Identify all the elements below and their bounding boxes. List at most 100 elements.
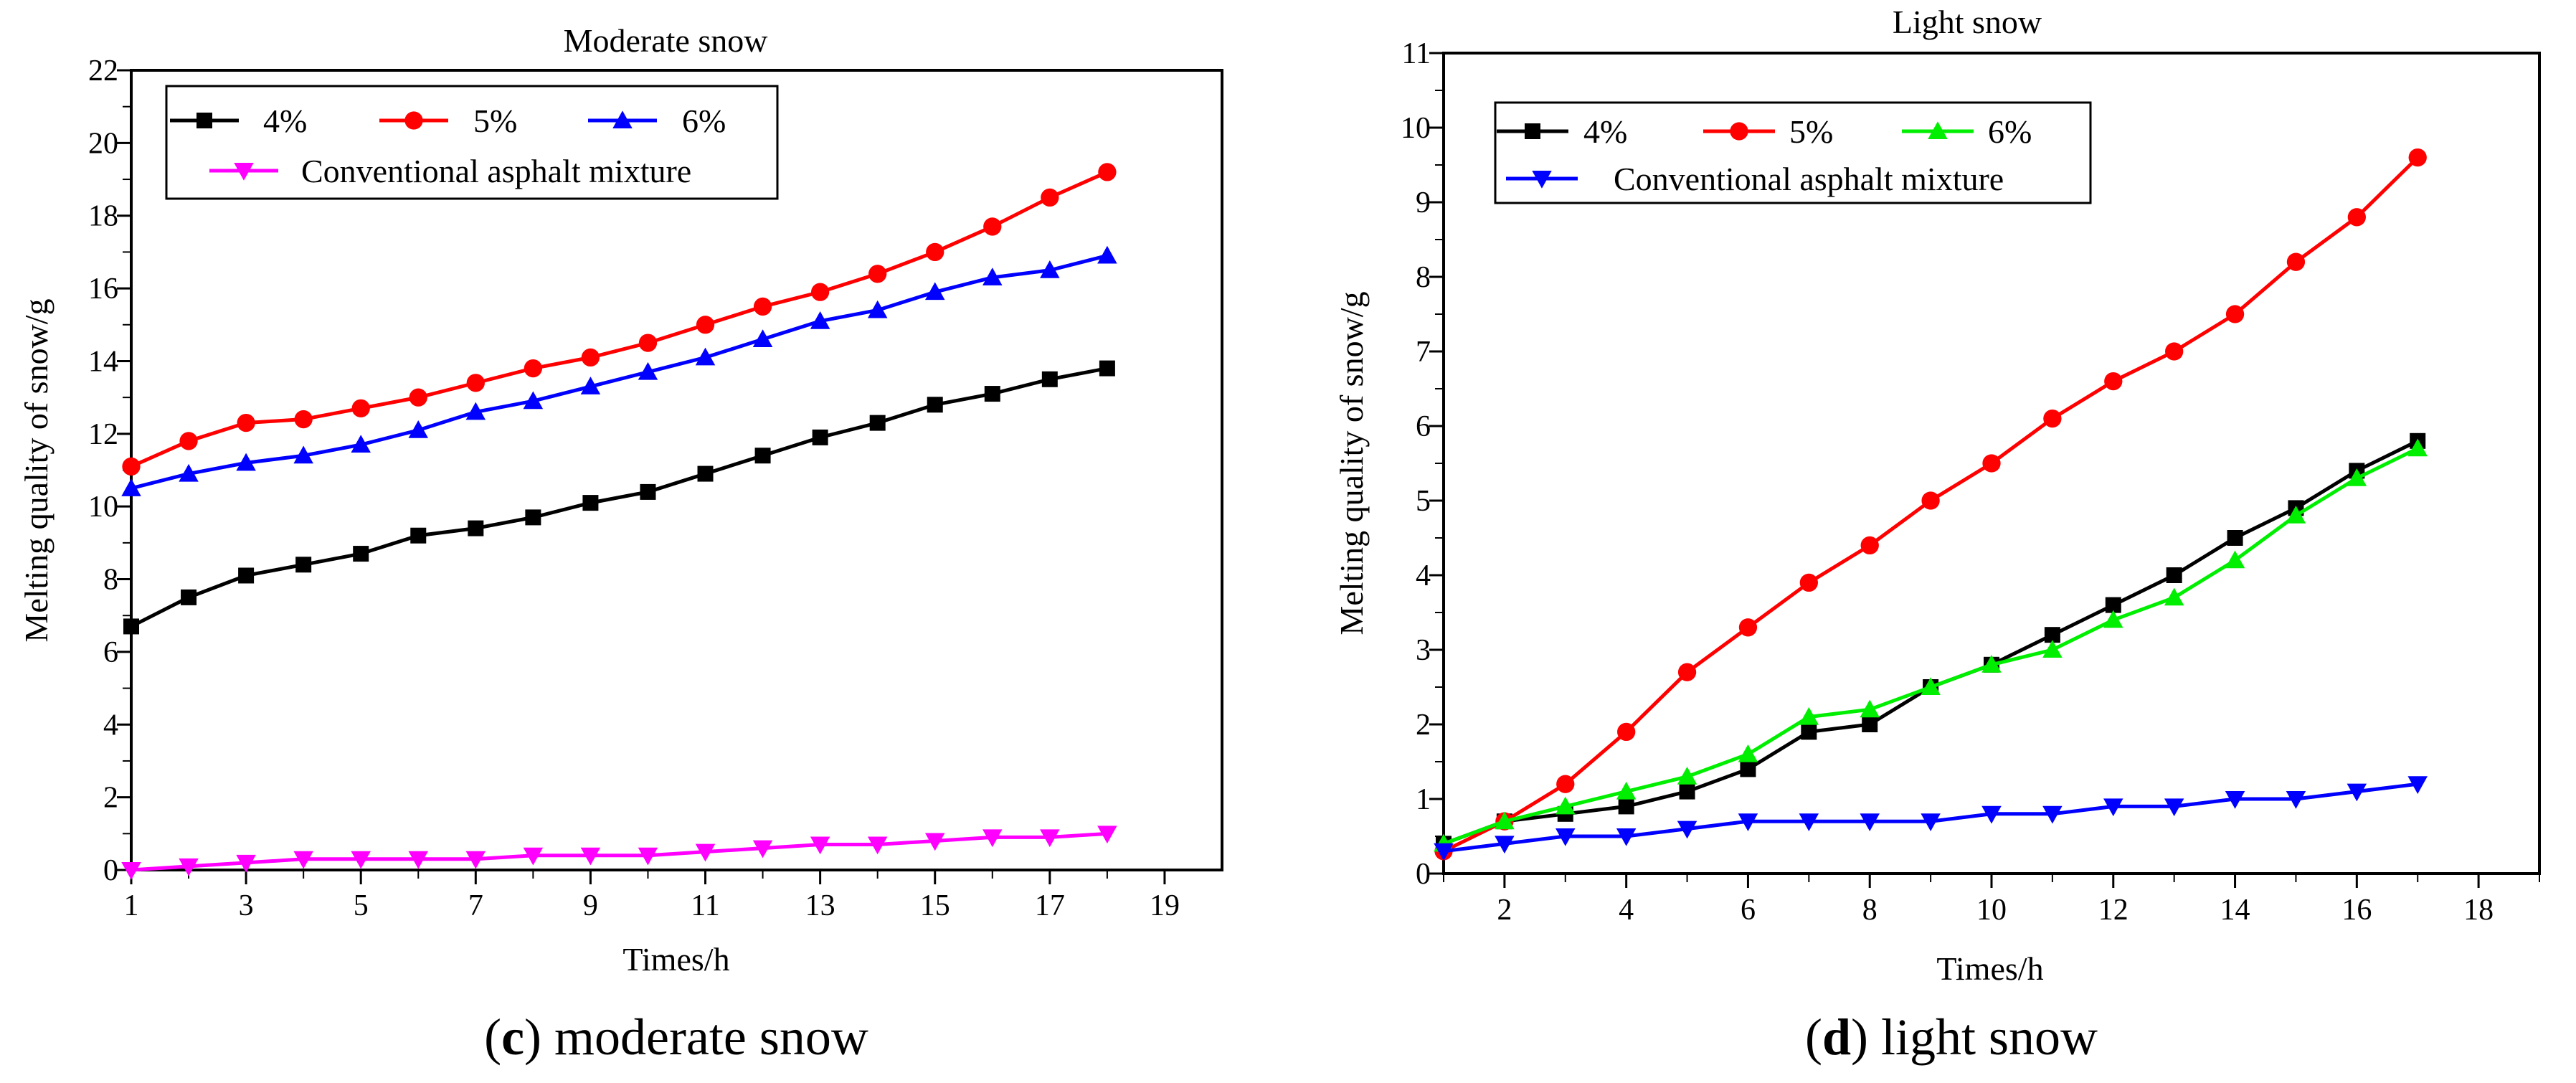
data-point bbox=[754, 448, 771, 464]
y-tick-label: 18 bbox=[88, 200, 118, 233]
y-tick-label: 7 bbox=[1416, 336, 1431, 369]
y-tick-label: 9 bbox=[1416, 186, 1431, 219]
data-point bbox=[1799, 706, 1819, 725]
legend-box bbox=[165, 85, 779, 200]
data-point bbox=[869, 415, 886, 431]
legend-swatch-marker bbox=[1730, 122, 1748, 141]
x-tick-label: 16 bbox=[2341, 894, 2372, 927]
data-point bbox=[1618, 798, 1634, 815]
legend-swatch-marker bbox=[404, 111, 423, 130]
data-point bbox=[353, 546, 369, 562]
y-tick-label: 3 bbox=[1416, 634, 1431, 667]
data-point bbox=[121, 478, 141, 496]
data-point bbox=[1617, 722, 1636, 742]
data-point bbox=[2286, 506, 2306, 524]
data-point bbox=[810, 283, 830, 301]
data-point bbox=[982, 268, 1003, 285]
data-point bbox=[1677, 663, 1697, 681]
data-point bbox=[2042, 805, 2063, 824]
y-tick-label: 12 bbox=[88, 418, 118, 451]
data-point bbox=[1921, 813, 1941, 831]
legend-box bbox=[1494, 101, 2092, 204]
legend-label: Conventional asphalt mixture bbox=[301, 153, 691, 189]
x-tick-label: 11 bbox=[691, 889, 719, 922]
y-tick-label: 0 bbox=[103, 854, 118, 887]
x-tick-label: 1 bbox=[124, 889, 139, 922]
data-point bbox=[351, 435, 371, 453]
data-point bbox=[984, 386, 1000, 402]
data-point bbox=[2042, 640, 2063, 658]
x-tick-label: 3 bbox=[239, 889, 254, 922]
data-point bbox=[752, 329, 773, 348]
data-point bbox=[810, 311, 830, 329]
data-point bbox=[1801, 724, 1817, 740]
y-tick-label: 8 bbox=[103, 564, 118, 597]
data-point bbox=[293, 445, 313, 464]
x-tick-label: 4 bbox=[1619, 894, 1634, 927]
panel-caption: (d) light snow bbox=[1805, 1008, 2098, 1066]
panel-letter: d bbox=[1822, 1008, 1851, 1066]
data-point bbox=[2347, 468, 2367, 486]
data-point bbox=[1677, 820, 1697, 839]
series-line bbox=[131, 831, 1108, 872]
data-point bbox=[293, 851, 313, 869]
y-tick-label: 8 bbox=[1416, 261, 1431, 294]
data-point bbox=[1495, 811, 1515, 830]
y-tick-label: 11 bbox=[1402, 37, 1431, 70]
data-point bbox=[2225, 791, 2245, 809]
data-point bbox=[1740, 761, 1756, 777]
legend-label: 4% bbox=[263, 103, 307, 139]
data-point bbox=[983, 217, 1002, 236]
series-group bbox=[121, 163, 1117, 880]
y-axis-label: Melting quality of snow/g bbox=[18, 298, 55, 642]
y-tick-label: 5 bbox=[1416, 485, 1431, 518]
data-point bbox=[351, 399, 370, 417]
data-point bbox=[1097, 826, 1117, 844]
legend-label: 5% bbox=[473, 103, 517, 139]
legend-swatch-marker bbox=[1532, 171, 1552, 189]
data-point bbox=[580, 377, 601, 394]
legend: 4% 5% 6% Conventional asphalt mixture bbox=[1494, 101, 2092, 204]
data-point bbox=[179, 858, 199, 876]
data-point bbox=[1098, 163, 1117, 181]
data-point bbox=[1434, 843, 1454, 861]
data-point bbox=[1738, 744, 1758, 762]
data-point bbox=[982, 829, 1003, 848]
data-point bbox=[1981, 805, 2002, 824]
data-point bbox=[1921, 491, 1940, 510]
data-point bbox=[1860, 699, 1880, 718]
data-point bbox=[2044, 627, 2060, 643]
data-point bbox=[812, 429, 828, 445]
y-tick-label: 10 bbox=[1401, 112, 1431, 145]
data-point bbox=[237, 413, 255, 432]
legend-swatch-marker bbox=[196, 113, 212, 128]
y-tick-label: 16 bbox=[88, 273, 118, 306]
legend-label: Conventional asphalt mixture bbox=[1614, 161, 2004, 197]
legend: 4% 5% 6% Conventional asphalt mixture bbox=[165, 85, 779, 200]
data-point bbox=[695, 347, 716, 366]
data-point bbox=[1738, 618, 1758, 637]
data-point bbox=[582, 495, 599, 511]
x-tick-label: 9 bbox=[583, 889, 598, 922]
data-point bbox=[2347, 208, 2366, 227]
x-tick-label: 5 bbox=[354, 889, 369, 922]
legend-swatch-marker bbox=[1928, 121, 1948, 139]
data-point bbox=[1921, 677, 1941, 695]
data-point bbox=[468, 520, 484, 536]
y-tick-label: 6 bbox=[103, 636, 118, 669]
data-point bbox=[1616, 781, 1637, 800]
x-tick-label: 14 bbox=[2220, 894, 2250, 927]
x-tick-label: 19 bbox=[1150, 889, 1180, 922]
y-tick-label: 1 bbox=[1416, 783, 1431, 816]
legend-swatch-marker bbox=[1525, 123, 1540, 139]
x-tick-label: 12 bbox=[2098, 894, 2128, 927]
data-point bbox=[926, 242, 944, 262]
chart-title: Moderate snow bbox=[564, 22, 769, 59]
data-point bbox=[1097, 245, 1117, 264]
y-tick-label: 0 bbox=[1416, 858, 1431, 891]
data-point bbox=[123, 618, 139, 635]
data-point bbox=[1040, 829, 1060, 848]
x-tick-label: 7 bbox=[468, 889, 483, 922]
